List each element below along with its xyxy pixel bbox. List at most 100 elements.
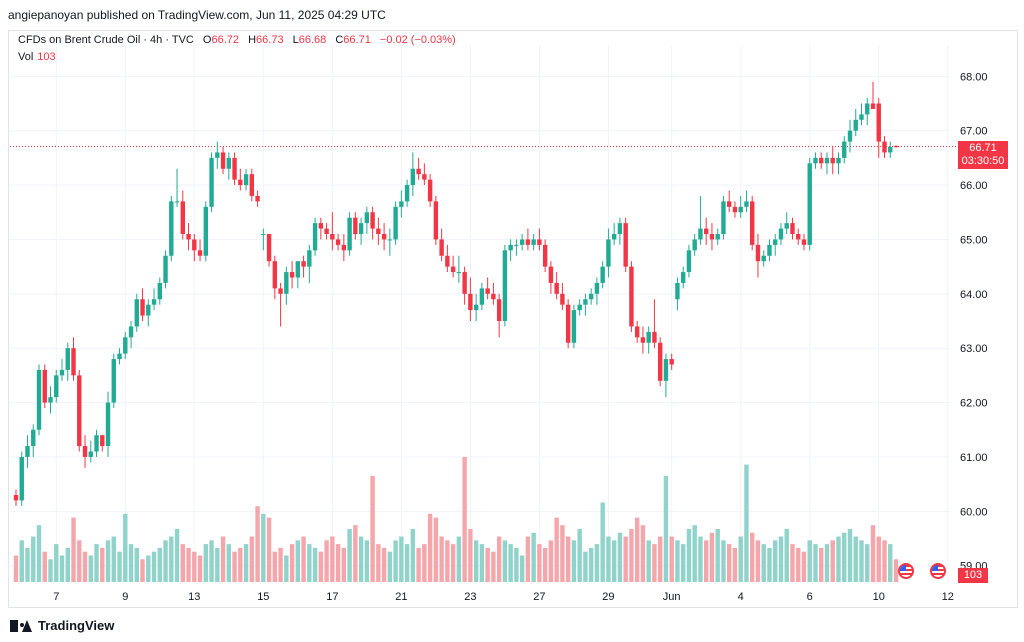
y-tick-label: 67.00 bbox=[960, 126, 988, 138]
candle-body bbox=[203, 206, 209, 256]
candle-body bbox=[502, 250, 508, 321]
candle-body bbox=[100, 435, 105, 447]
candle-body bbox=[174, 201, 180, 203]
volume-bar bbox=[600, 502, 605, 582]
footer-brand[interactable]: TradingView bbox=[10, 618, 114, 633]
volume-bar bbox=[117, 551, 122, 582]
candle-body bbox=[42, 369, 47, 403]
candle-body bbox=[629, 266, 634, 327]
volume-bar bbox=[675, 540, 680, 582]
volume-bar bbox=[824, 544, 830, 582]
volume-bar bbox=[686, 528, 692, 582]
volume-bar bbox=[565, 536, 571, 582]
volume-bar bbox=[105, 540, 111, 582]
candle-body bbox=[657, 342, 663, 381]
candle-body bbox=[94, 435, 99, 452]
last-price: 66.71 bbox=[969, 142, 997, 154]
volume-bar bbox=[284, 555, 289, 582]
volume-bar bbox=[71, 517, 76, 582]
candle-body bbox=[226, 157, 232, 169]
volume-bar bbox=[324, 540, 329, 582]
candle-body bbox=[640, 337, 646, 343]
volume-bar bbox=[617, 532, 623, 582]
volume-bar bbox=[445, 540, 450, 582]
x-tick-label: Jun bbox=[663, 591, 681, 603]
us-flag-event-icon[interactable] bbox=[898, 563, 914, 579]
volume-bar bbox=[364, 540, 370, 582]
volume-bar bbox=[583, 551, 588, 582]
volume-bar bbox=[215, 547, 220, 582]
y-tick-label: 65.00 bbox=[960, 234, 988, 246]
candles bbox=[13, 81, 899, 506]
candle-body bbox=[439, 239, 444, 256]
volume-bar bbox=[128, 544, 134, 582]
volume-bar bbox=[491, 551, 496, 582]
volume-label: Vol bbox=[18, 51, 34, 63]
candle-body bbox=[646, 331, 651, 343]
close-value: 66.71 bbox=[343, 34, 371, 46]
volume-bar bbox=[387, 551, 393, 582]
volume-bar bbox=[657, 536, 663, 582]
volume-bar bbox=[427, 513, 433, 582]
volume-legend: Vol 103 bbox=[18, 51, 56, 63]
volume-bar bbox=[289, 544, 295, 582]
candle-body bbox=[318, 223, 324, 229]
candle-body bbox=[192, 239, 197, 251]
ohlc-legend: CFDs on Brent Crude Oil · 4h · TVC O66.7… bbox=[18, 34, 456, 46]
volume-bar bbox=[100, 547, 105, 582]
volume-bar bbox=[703, 540, 709, 582]
volume-bar bbox=[479, 544, 485, 582]
candle-body bbox=[404, 185, 410, 202]
candle-body bbox=[370, 212, 375, 229]
candle-body bbox=[830, 157, 835, 164]
tradingview-logo-icon bbox=[10, 619, 32, 633]
candle-body bbox=[59, 369, 65, 376]
candle-body bbox=[663, 359, 669, 381]
candle-body bbox=[456, 272, 462, 274]
volume-bar bbox=[813, 544, 818, 582]
volume-bar bbox=[588, 547, 594, 582]
candle-body bbox=[215, 152, 220, 158]
candle-body bbox=[865, 103, 870, 115]
candle-body bbox=[537, 239, 542, 245]
x-tick-label: 13 bbox=[188, 591, 200, 603]
candle-body bbox=[496, 299, 502, 321]
candle-body bbox=[427, 179, 433, 202]
open-label: O bbox=[202, 34, 212, 46]
candle-body bbox=[65, 348, 70, 370]
volume-bar bbox=[554, 517, 559, 582]
volume-bar bbox=[174, 528, 180, 582]
volume-bar bbox=[353, 525, 358, 582]
candle-body bbox=[611, 234, 617, 240]
volume-bar bbox=[416, 547, 421, 582]
candle-body bbox=[617, 223, 623, 234]
volume-bar bbox=[439, 536, 444, 582]
volume-bar bbox=[750, 532, 755, 582]
volume-bar bbox=[606, 536, 611, 582]
candle-body bbox=[531, 239, 536, 245]
close-label: C bbox=[335, 34, 344, 46]
candle-body bbox=[836, 157, 841, 164]
volume-bar bbox=[485, 547, 490, 582]
volume-bar bbox=[335, 544, 341, 582]
x-tick-label: 10 bbox=[873, 591, 885, 603]
candle-body bbox=[387, 239, 393, 241]
volume-bar bbox=[819, 547, 824, 582]
candle-body bbox=[341, 244, 347, 251]
high-value: 66.73 bbox=[256, 34, 284, 46]
volume-value: 103 bbox=[37, 51, 56, 63]
candle-body bbox=[842, 141, 847, 158]
candle-body bbox=[600, 266, 605, 283]
candle-body bbox=[462, 272, 467, 294]
volume-bar bbox=[755, 540, 761, 582]
volume-bar bbox=[307, 544, 312, 582]
volume-bar bbox=[594, 544, 600, 582]
volume-bar bbox=[577, 528, 582, 582]
volume-bar bbox=[197, 555, 203, 582]
candle-body bbox=[445, 255, 450, 267]
candle-body bbox=[301, 261, 306, 267]
volume-bar bbox=[560, 525, 565, 582]
us-flag-event-icon[interactable] bbox=[930, 563, 946, 579]
candle-body bbox=[761, 255, 766, 262]
